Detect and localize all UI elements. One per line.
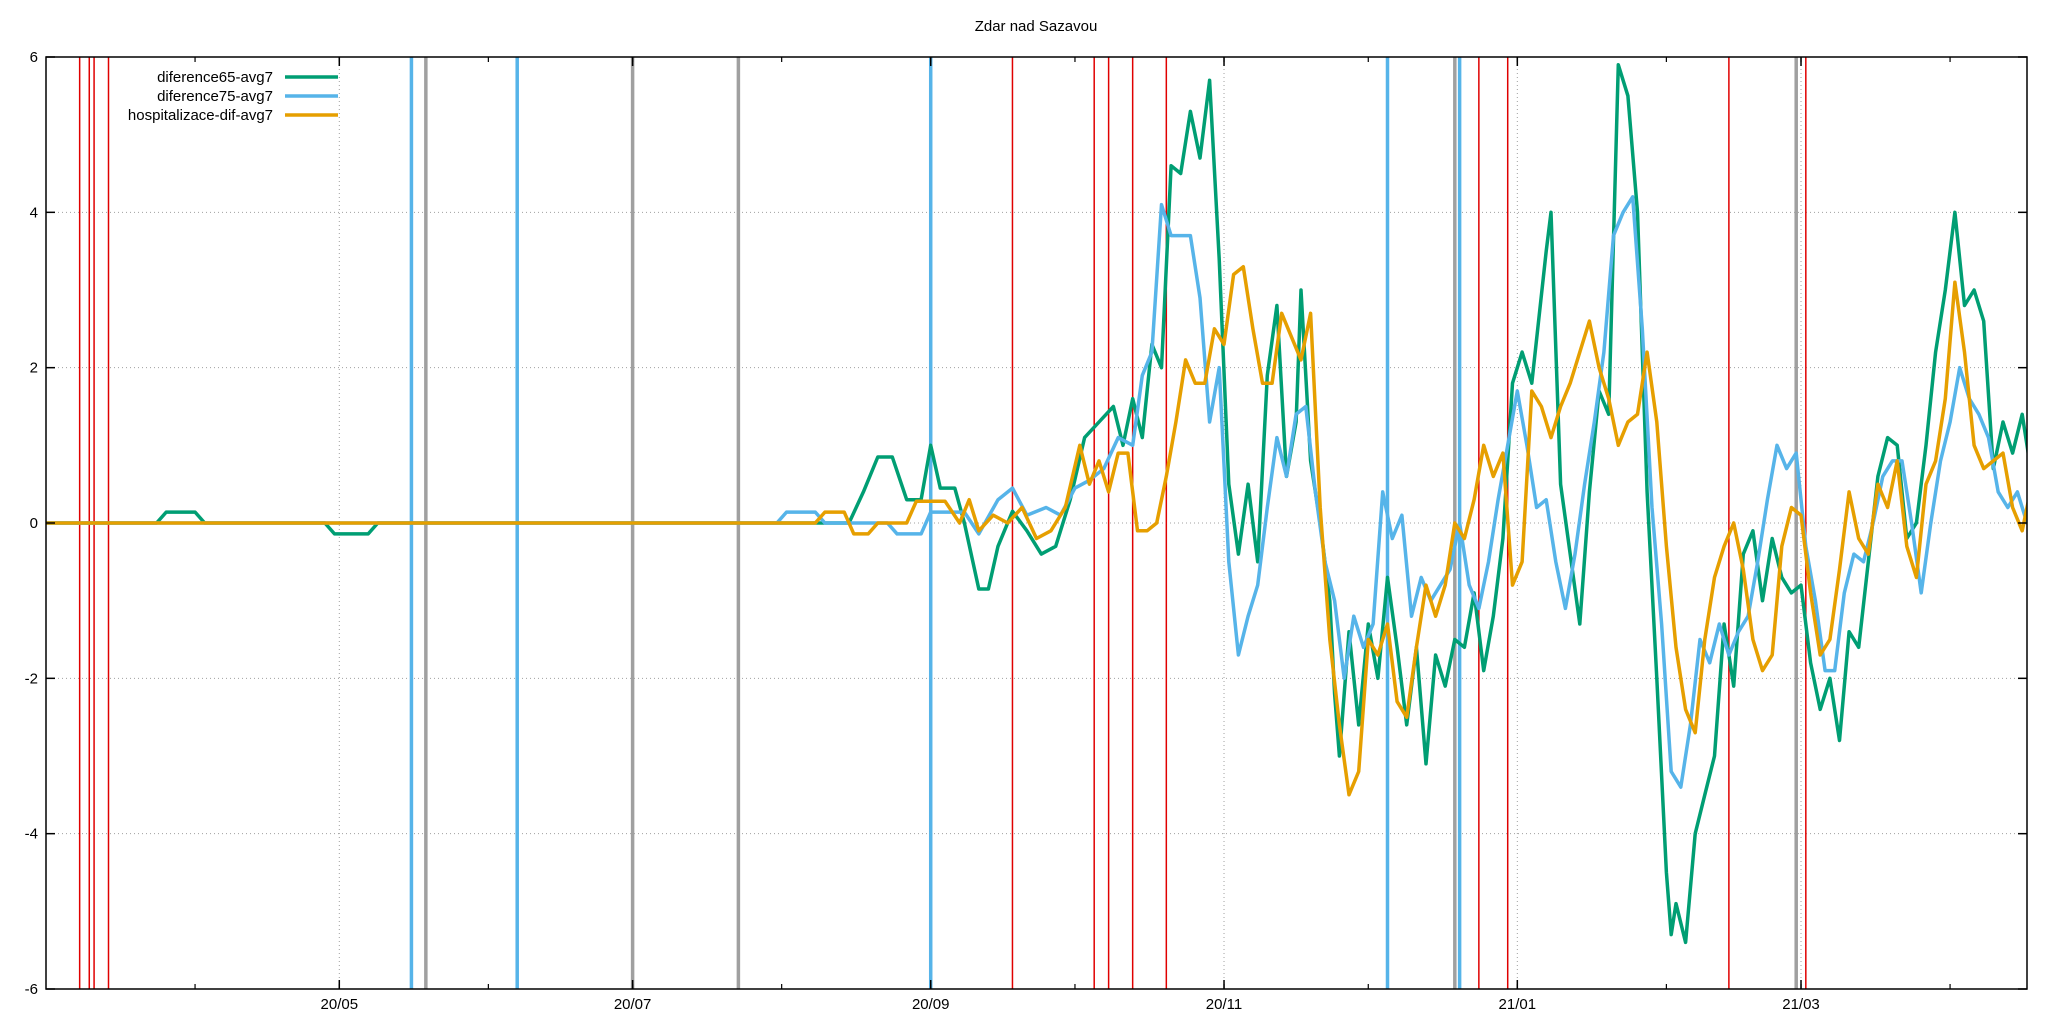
x-tick-label: 20/09 <box>912 996 950 1013</box>
x-tick-label: 20/07 <box>614 996 652 1013</box>
legend-label: diference65-avg7 <box>157 69 273 86</box>
series-line-diference75-avg7 <box>46 195 2027 789</box>
legend-label: hospitalizace-dif-avg7 <box>128 107 273 124</box>
axes: -6 -4 -2 0 2 4 6 20/05 20/07 20/09 20/11 21/01 21/03 <box>25 49 2027 1013</box>
legend: diference65-avg7 diference75-avg7 hospital… <box>128 69 338 124</box>
x-tick-label: 20/05 <box>321 996 359 1013</box>
y-tick-label: -6 <box>25 981 38 998</box>
series-line-hospitalizace-dif-avg7 <box>46 264 2027 797</box>
y-tick-label: 0 <box>30 515 38 532</box>
y-tick-label: -2 <box>25 670 38 687</box>
y-tick-label: 6 <box>30 49 38 66</box>
y-tick-label: -4 <box>25 826 38 843</box>
series-lines <box>46 63 2027 945</box>
y-tick-label: 2 <box>30 360 38 377</box>
x-tick-label: 21/01 <box>1499 996 1537 1013</box>
x-tick-label: 20/11 <box>1206 996 1242 1013</box>
y-tick-label: 4 <box>30 204 38 221</box>
chart-title: Zdar nad Sazavou <box>975 18 1098 35</box>
x-tick-label: 21/03 <box>1782 996 1820 1013</box>
legend-label: diference75-avg7 <box>157 88 273 105</box>
series-line-diference65-avg7 <box>46 63 2027 945</box>
